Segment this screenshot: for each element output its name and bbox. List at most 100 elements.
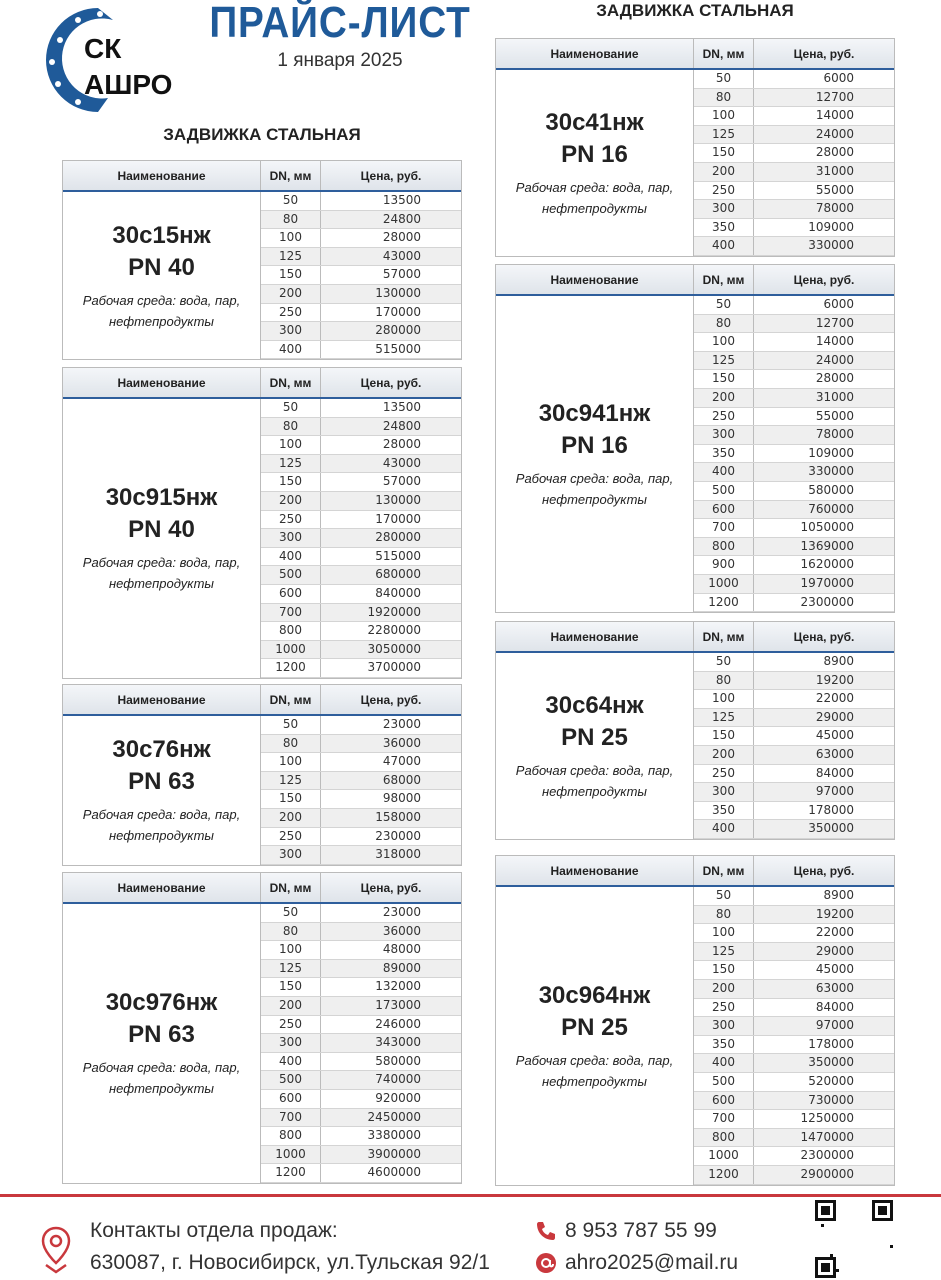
- dn-value: 300: [694, 783, 754, 801]
- price-value: 31000: [815, 163, 854, 178]
- price-value: 57000: [382, 474, 421, 489]
- table-row: 500 580000: [694, 481, 894, 501]
- product-name-cell: 30с76нж PN 63 Рабочая среда: вода, пар, н…: [63, 716, 261, 865]
- price-value: 2280000: [367, 623, 421, 638]
- table-row: 150 98000: [261, 790, 461, 809]
- price-value: 158000: [375, 809, 421, 824]
- product-name-cell: 30с41нж PN 16 Рабочая среда: вода, пар, н…: [496, 70, 694, 256]
- dn-value: 600: [694, 1091, 754, 1110]
- price-value: 318000: [375, 847, 421, 862]
- dn-value: 500: [694, 1072, 754, 1091]
- price-value: 170000: [375, 304, 421, 319]
- table-row: 100 14000: [694, 107, 894, 126]
- email-address[interactable]: ahro2025@mail.ru: [565, 1251, 739, 1274]
- dn-value: 600: [694, 500, 754, 519]
- table-row: 600 730000: [694, 1091, 894, 1111]
- dn-value: 100: [694, 107, 754, 125]
- dn-value: 250: [261, 303, 321, 322]
- price-value: 3700000: [367, 660, 421, 675]
- col-name-header: Наименование: [63, 161, 261, 190]
- dn-value: 100: [261, 229, 321, 247]
- dn-value: 80: [694, 314, 754, 333]
- table-row: 150 45000: [694, 961, 894, 980]
- dn-value: 200: [261, 808, 321, 827]
- dn-value: 800: [694, 537, 754, 556]
- table-row: 400 350000: [694, 1054, 894, 1073]
- dn-value: 50: [261, 904, 321, 922]
- price-value: 280000: [375, 323, 421, 338]
- col-price-header: Цена, руб.: [360, 880, 422, 895]
- table-row: 300 280000: [261, 322, 461, 341]
- table-row: 800 1470000: [694, 1128, 894, 1148]
- dn-value: 250: [694, 407, 754, 426]
- pressure-rating: PN 16: [561, 140, 628, 168]
- dn-value: 150: [694, 727, 754, 745]
- table-row: 200 63000: [694, 745, 894, 765]
- price-table-4: Наименование DN, мм Цена, руб. 30с41нж P…: [495, 38, 895, 257]
- working-medium: Рабочая среда: вода, пар, нефтепродукты: [516, 468, 673, 510]
- price-value: 19200: [815, 906, 854, 921]
- dn-value: 250: [261, 1015, 321, 1034]
- table-row: 80 12700: [694, 88, 894, 108]
- contacts-label: Контакты отдела продаж:: [90, 1219, 338, 1242]
- working-medium-line-1: Рабочая среда: вода, пар,: [515, 762, 674, 778]
- dn-value: 150: [694, 961, 754, 979]
- dn-value: 250: [261, 827, 321, 846]
- qr-code[interactable]: [815, 1200, 893, 1278]
- dn-value: 100: [694, 333, 754, 351]
- dn-value: 125: [261, 454, 321, 473]
- price-value: 24000: [815, 352, 854, 367]
- price-value: 178000: [808, 1036, 854, 1051]
- col-price-header: Цена, руб.: [793, 46, 855, 61]
- model-name: 30с941нж: [538, 400, 651, 428]
- dn-value: 400: [694, 820, 754, 838]
- dn-value: 300: [261, 1034, 321, 1052]
- price-value: 45000: [815, 962, 854, 977]
- table-row: 400 515000: [261, 340, 461, 360]
- table-row: 50 6000: [694, 296, 894, 315]
- price-value: 29000: [815, 709, 854, 724]
- table-row: 80 24800: [261, 417, 461, 437]
- price-value: 23000: [382, 717, 421, 731]
- price-value: 4600000: [367, 1165, 421, 1180]
- price-value: 520000: [808, 1073, 854, 1088]
- working-medium-line-1: Рабочая среда: вода, пар,: [515, 179, 674, 195]
- dn-value: 700: [261, 1108, 321, 1127]
- dn-value: 500: [261, 566, 321, 584]
- section-title-right: ЗАДВИЖКА СТАЛЬНАЯ: [596, 1, 794, 20]
- product-name-cell: 30с964нж PN 25 Рабочая среда: вода, пар,…: [496, 887, 694, 1185]
- dn-value: 400: [261, 1052, 321, 1071]
- table-row: 80 24800: [261, 210, 461, 230]
- table-row: 150 28000: [694, 370, 894, 389]
- dn-value: 100: [261, 753, 321, 771]
- price-value: 515000: [375, 548, 421, 563]
- table-row: 150 57000: [261, 473, 461, 492]
- dn-value: 500: [694, 481, 754, 500]
- dn-value: 400: [261, 340, 321, 359]
- table-row: 80 36000: [261, 734, 461, 754]
- price-value: 45000: [815, 728, 854, 743]
- dn-value: 125: [694, 942, 754, 961]
- price-value: 48000: [382, 942, 421, 957]
- pressure-rating: PN 40: [128, 516, 195, 544]
- table-row: 400 330000: [694, 463, 894, 482]
- price-value: 580000: [808, 482, 854, 497]
- dn-value: 50: [261, 399, 321, 417]
- dn-value: 250: [694, 181, 754, 200]
- table-row: 200 130000: [261, 491, 461, 511]
- col-dn-header: DN, мм: [694, 265, 754, 294]
- price-value: 28000: [382, 437, 421, 452]
- dn-value: 200: [261, 996, 321, 1015]
- table-row: 500 740000: [261, 1071, 461, 1090]
- dn-value: 50: [694, 887, 754, 905]
- table-row: 250 170000: [261, 303, 461, 323]
- table-row: 1000 3900000: [261, 1145, 461, 1165]
- phone-number[interactable]: 8 953 787 55 99: [565, 1219, 717, 1242]
- dn-value: 80: [261, 210, 321, 229]
- table-header: Наименование DN, мм Цена, руб.: [496, 265, 894, 296]
- working-medium-line-1: Рабочая среда: вода, пар,: [515, 1052, 674, 1068]
- price-value: 740000: [375, 1072, 421, 1087]
- table-row: 400 580000: [261, 1052, 461, 1072]
- product-name-cell: 30с64нж PN 25 Рабочая среда: вода, пар, н…: [496, 653, 694, 839]
- working-medium: Рабочая среда: вода, пар, нефтепродукты: [516, 1050, 673, 1092]
